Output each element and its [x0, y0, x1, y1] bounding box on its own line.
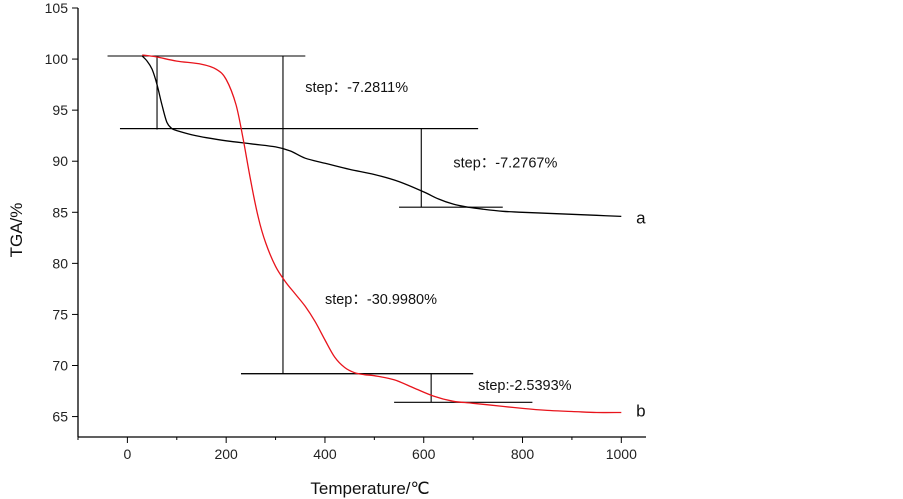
x-tick-label: 800	[511, 446, 535, 462]
step-annotation-3: step：-30.9980%	[325, 292, 437, 308]
series-line-b	[142, 54, 622, 414]
y-tick-label: 80	[52, 255, 68, 271]
series-line-a	[141, 55, 622, 218]
step-annotation-2: step：-7.2767%	[453, 155, 557, 171]
x-tick-label: 600	[412, 446, 436, 462]
step-annotation-1: step：-7.2811%	[305, 80, 408, 96]
x-axis-label: Temperature/℃	[310, 479, 429, 498]
y-tick-label: 105	[45, 0, 69, 16]
curve-label-a: a	[636, 208, 646, 227]
y-tick-label: 65	[52, 409, 68, 425]
y-tick-label: 100	[45, 51, 69, 67]
y-tick-label: 95	[52, 102, 68, 118]
y-tick-label: 70	[52, 358, 68, 374]
x-tick-label: 0	[123, 446, 131, 462]
x-tick-label: 200	[214, 446, 238, 462]
x-tick-label: 1000	[606, 446, 637, 462]
step-annotation-4: step:-2.5393%	[478, 378, 572, 394]
y-tick-label: 90	[52, 153, 68, 169]
y-tick-label: 75	[52, 306, 68, 322]
y-tick-label: 85	[52, 204, 68, 220]
series	[141, 54, 622, 414]
step-markers	[107, 55, 533, 403]
x-tick-label: 400	[313, 446, 337, 462]
y-axis-label: TGA/%	[7, 203, 26, 258]
annotations: step：-7.2811% step：-7.2767% step：-30.9980%…	[305, 80, 646, 421]
axes: 65 70 75 80 85 90 95 100 105 0 200 400 600 800 1000	[45, 0, 646, 462]
curve-label-b: b	[636, 401, 645, 420]
